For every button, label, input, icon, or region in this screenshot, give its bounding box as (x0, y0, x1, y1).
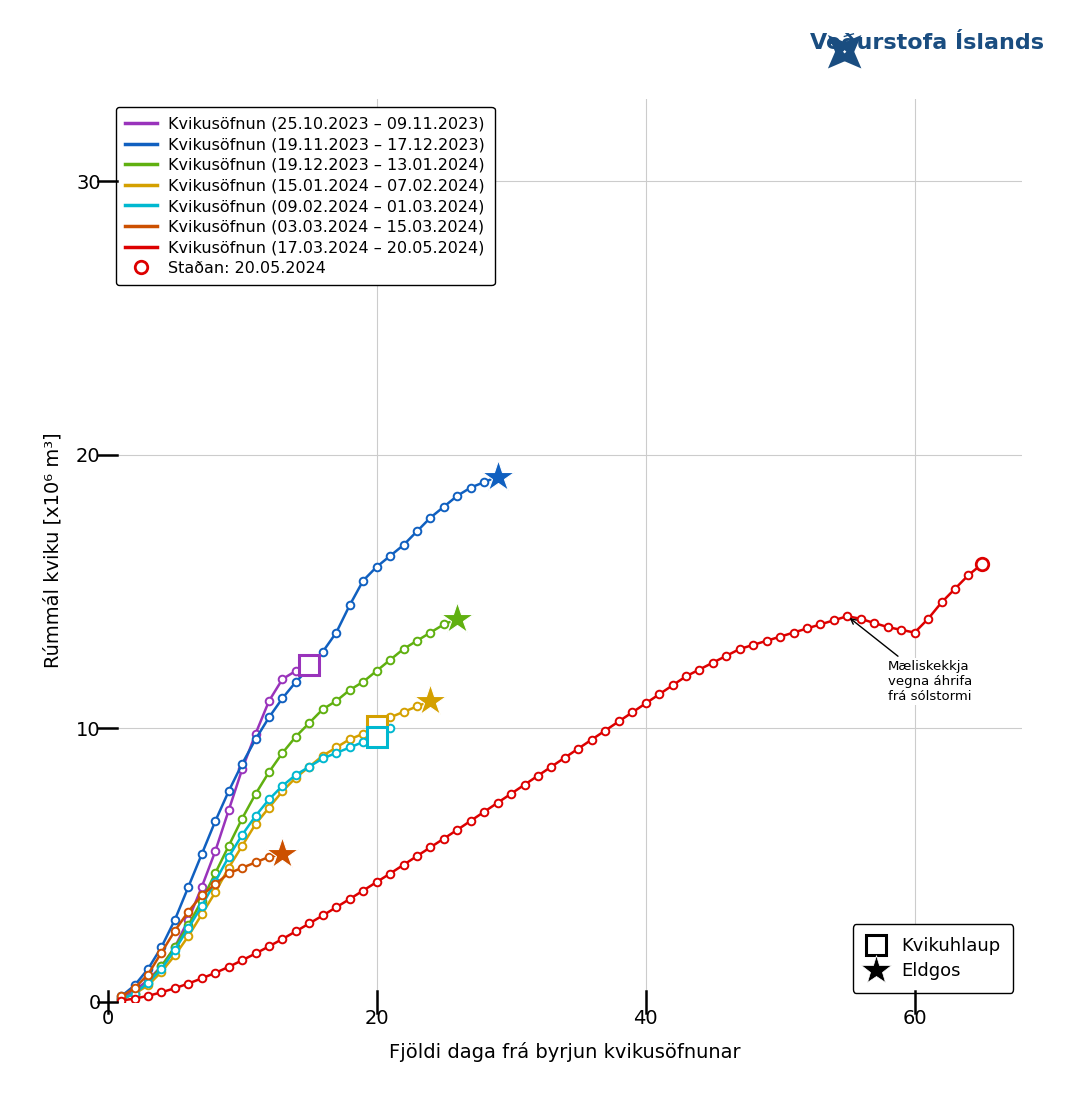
X-axis label: Fjöldi daga frá byrjun kvikusöfnunar: Fjöldi daga frá byrjun kvikusöfnunar (390, 1042, 740, 1061)
Text: Mæliskekkja
vegna áhrifa
frá sólstormi: Mæliskekkja vegna áhrifa frá sólstormi (851, 619, 972, 702)
Text: Veðurstofa Íslands: Veðurstofa Íslands (810, 33, 1044, 53)
Y-axis label: Rúmmál kviku [x10⁶ m³]: Rúmmál kviku [x10⁶ m³] (43, 433, 62, 668)
Legend: Kvikuhlaup, Eldgos: Kvikuhlaup, Eldgos (852, 925, 1014, 993)
